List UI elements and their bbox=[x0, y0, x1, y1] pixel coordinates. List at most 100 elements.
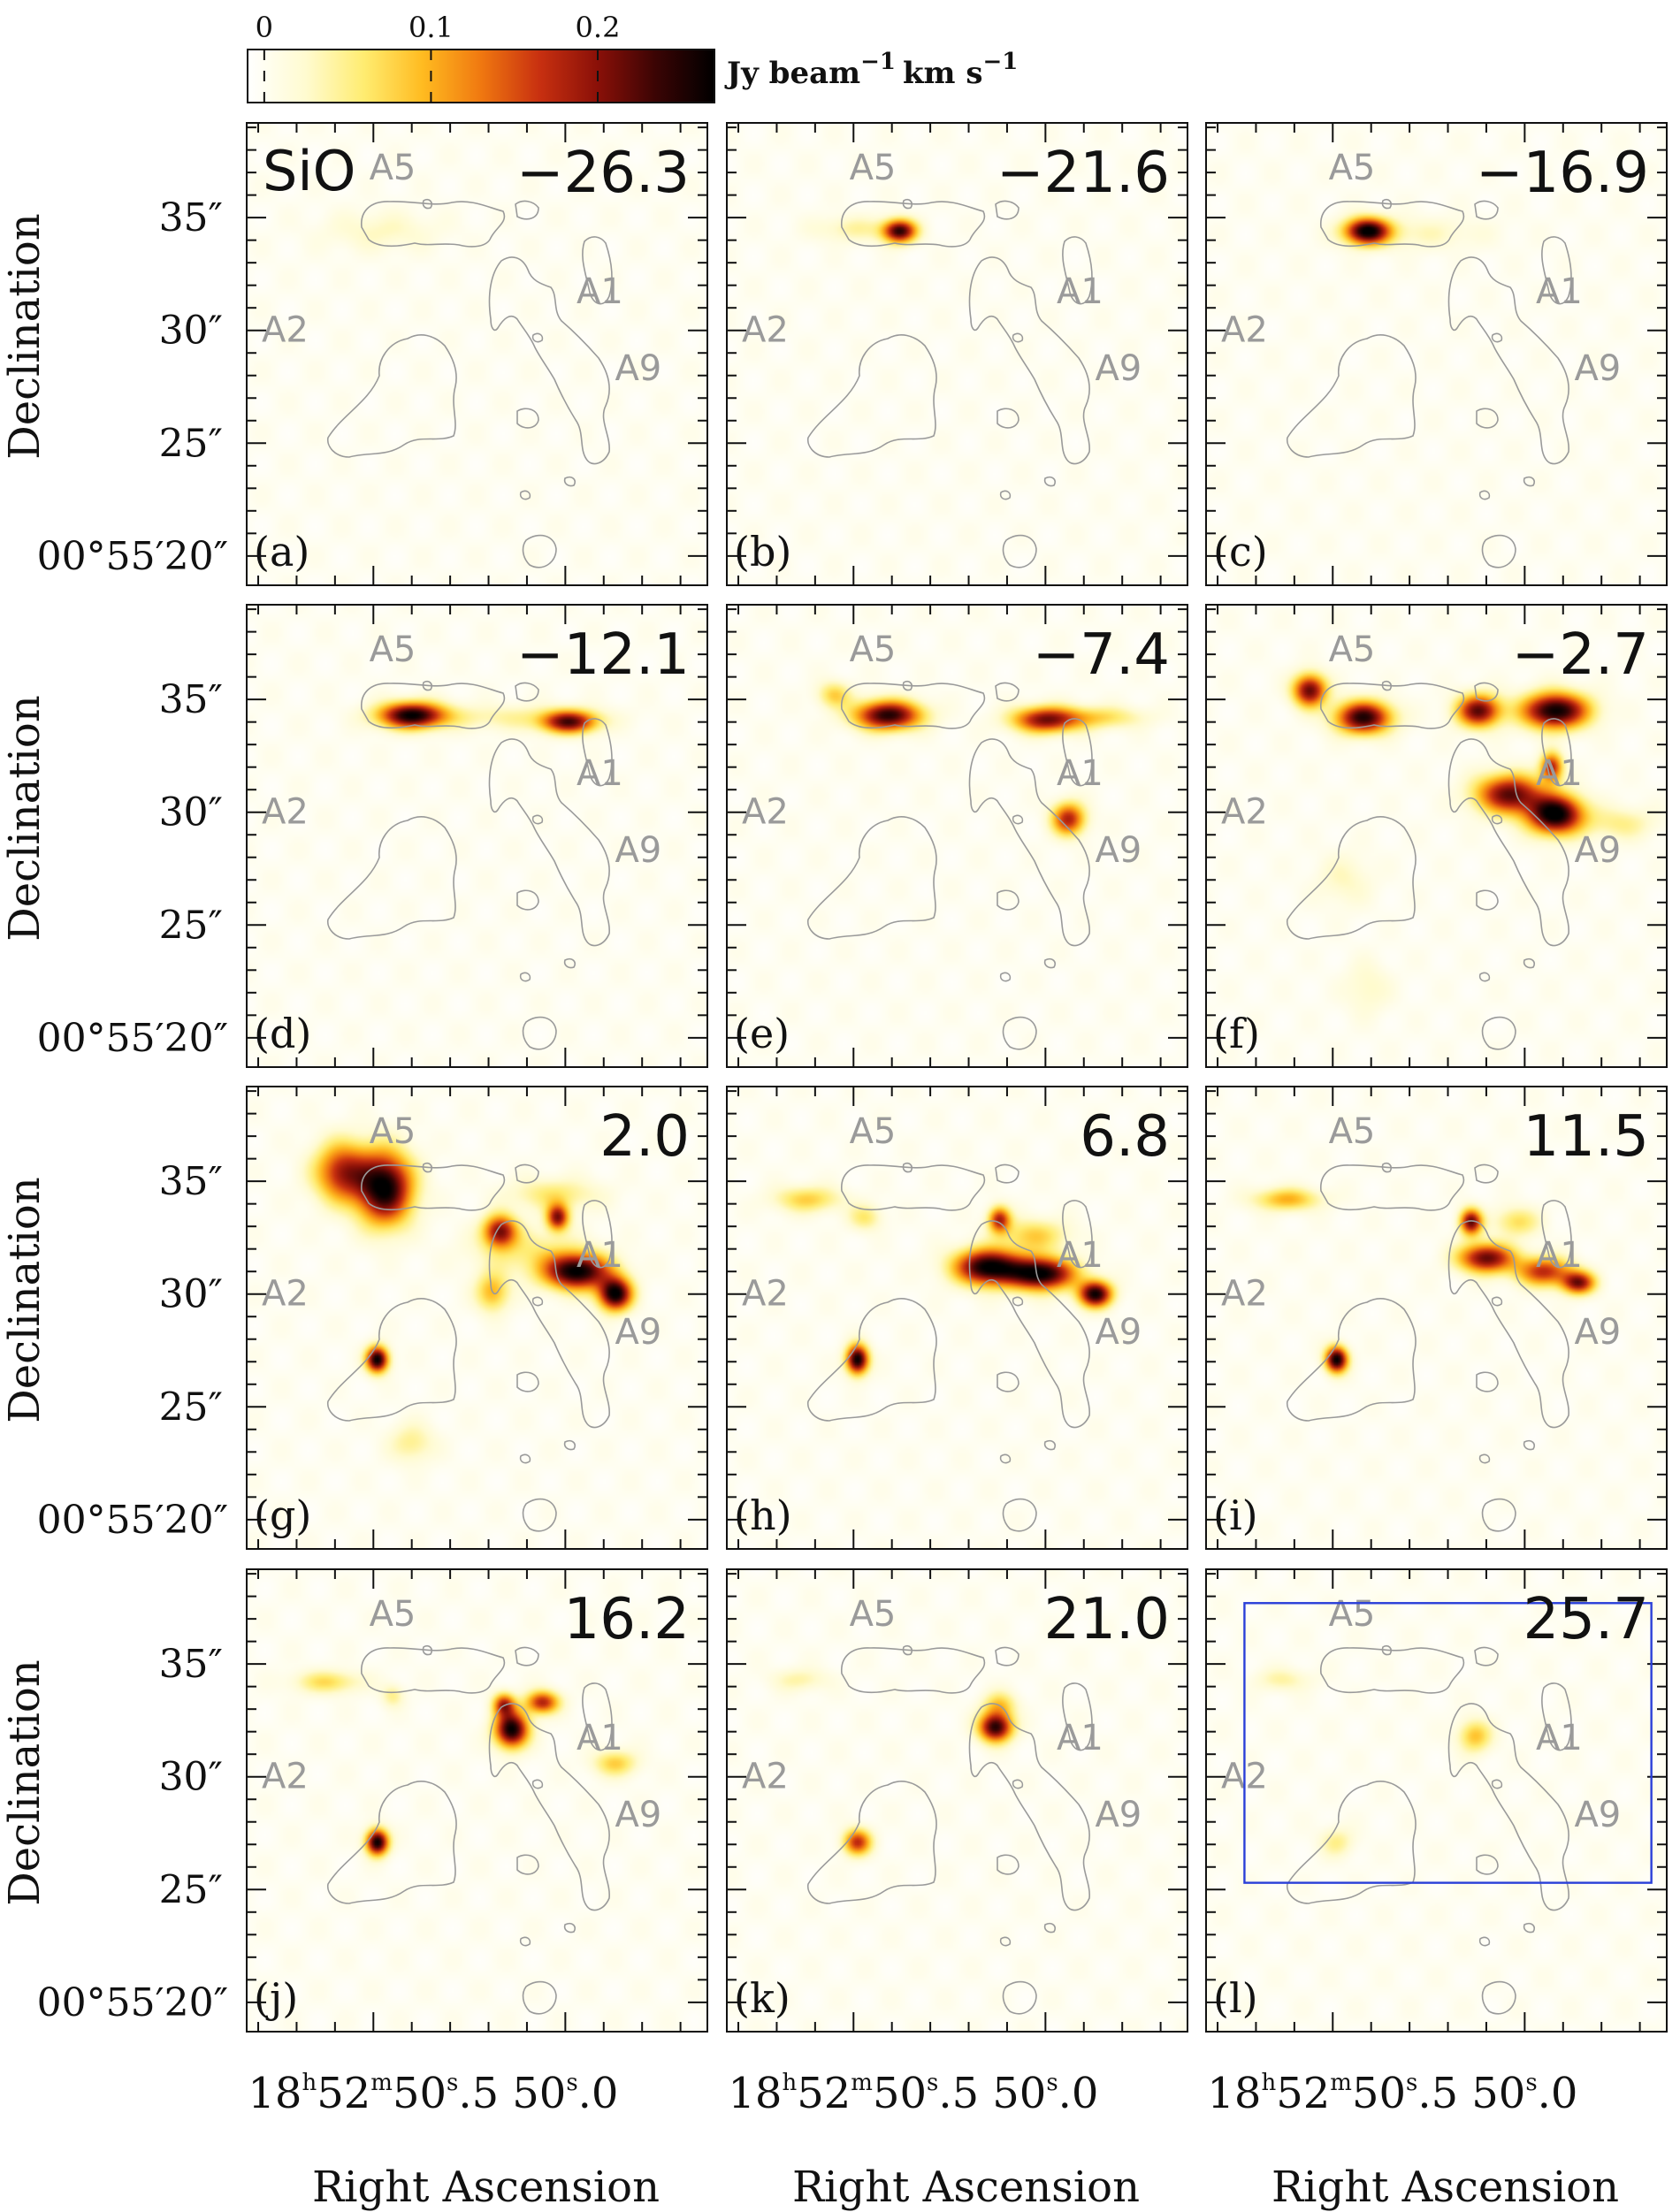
panel-ticks bbox=[1206, 605, 1667, 1067]
sio-emission-map bbox=[1206, 1569, 1667, 2032]
ra-tick-label: 18h52m50s.5 bbox=[248, 2069, 499, 2118]
ra-unit-sup: m bbox=[370, 2070, 393, 2096]
contour-line bbox=[488, 1703, 610, 1911]
region-label: A9 bbox=[1574, 1795, 1621, 1835]
panel-letter: (l) bbox=[1213, 1974, 1258, 2022]
region-label: A1 bbox=[577, 1718, 623, 1758]
region-label: A2 bbox=[1221, 309, 1268, 350]
ra-tick-label: 50s.0 bbox=[512, 2069, 618, 2118]
region-label: A1 bbox=[577, 753, 623, 794]
contour-line bbox=[968, 738, 1090, 947]
ra-unit-sup: h bbox=[782, 2070, 797, 2096]
panel-ticks bbox=[247, 123, 707, 585]
contour-line bbox=[327, 1298, 457, 1422]
contour-line bbox=[563, 1922, 577, 1934]
contour-line bbox=[968, 1703, 1090, 1911]
contour-line bbox=[999, 490, 1012, 500]
ra-value: 52 bbox=[317, 2069, 370, 2118]
panel-frame bbox=[1205, 1568, 1668, 2033]
dust-contours bbox=[1287, 1162, 1572, 1532]
dec-tick-label: 25″ bbox=[159, 421, 223, 466]
dust-contours bbox=[807, 680, 1093, 1050]
region-label: A2 bbox=[262, 1756, 309, 1796]
panel-frame bbox=[1205, 1086, 1668, 1550]
colorbar-tick-label: 0 bbox=[256, 11, 273, 44]
dust-contours bbox=[1287, 198, 1572, 568]
region-label: A2 bbox=[742, 1273, 789, 1314]
contour-line bbox=[1476, 408, 1499, 429]
contour-line bbox=[1012, 1296, 1024, 1307]
dec-tick-label: 00°55′20″ bbox=[37, 1016, 228, 1061]
contour-line bbox=[902, 1162, 913, 1173]
contour-line bbox=[1447, 1220, 1569, 1429]
panel-letter: (f) bbox=[1213, 1010, 1260, 1057]
region-label: A5 bbox=[370, 1111, 416, 1152]
panel-ticks bbox=[727, 123, 1187, 585]
contour-line bbox=[902, 198, 913, 210]
contour-line bbox=[1062, 236, 1093, 305]
region-label: A9 bbox=[615, 348, 661, 389]
region-label: A2 bbox=[1221, 1273, 1268, 1314]
contour-line bbox=[1320, 1647, 1465, 1694]
region-label: A5 bbox=[370, 1594, 416, 1635]
region-label: A9 bbox=[615, 830, 661, 871]
contour-line bbox=[1523, 476, 1536, 487]
contour-line bbox=[807, 334, 937, 458]
region-label: A5 bbox=[1329, 148, 1376, 188]
dust-contours bbox=[327, 1162, 613, 1532]
sio-emission-map bbox=[247, 123, 707, 585]
region-label: A2 bbox=[742, 791, 789, 832]
velocity-label: 25.7 bbox=[1523, 1587, 1650, 1652]
region-label: A2 bbox=[262, 309, 309, 350]
ra-unit-sup: s bbox=[447, 2070, 458, 2096]
ra-unit-sup: h bbox=[1261, 2070, 1276, 2096]
contour-line bbox=[361, 683, 506, 729]
contour-line bbox=[1012, 814, 1024, 825]
region-label: A9 bbox=[1095, 1312, 1142, 1353]
contour-line bbox=[1287, 816, 1417, 940]
colorbar-unit-beam: Jy beam bbox=[724, 56, 860, 91]
sio-emission-map bbox=[727, 1087, 1187, 1549]
contour-line bbox=[999, 972, 1012, 982]
panel-ticks bbox=[247, 605, 707, 1067]
ra-tick-label: 18h52m50s.5 bbox=[728, 2069, 979, 2118]
contour-line bbox=[807, 816, 937, 940]
dust-contours bbox=[1287, 680, 1572, 1050]
ra-unit-sup: s bbox=[1046, 2070, 1058, 2096]
ra-value: .5 bbox=[1417, 2069, 1458, 2118]
contour-line bbox=[563, 476, 577, 487]
contour-line bbox=[1481, 1016, 1516, 1050]
region-label: A9 bbox=[1574, 830, 1621, 871]
contour-line bbox=[968, 256, 1090, 465]
contour-line bbox=[519, 490, 531, 500]
contour-line bbox=[997, 889, 1019, 911]
contour-line bbox=[1478, 972, 1491, 982]
region-label: A2 bbox=[262, 791, 309, 832]
ra-value: .0 bbox=[578, 2069, 619, 2118]
channel-panel: A5 A2 A1 A9 −12.1 (d) bbox=[246, 604, 708, 1068]
contour-line bbox=[531, 1779, 544, 1789]
panel-frame bbox=[1205, 604, 1668, 1068]
contour-line bbox=[1012, 1779, 1024, 1789]
dec-tick-label: 35″ bbox=[159, 1642, 223, 1687]
region-label: A2 bbox=[742, 1756, 789, 1796]
velocity-label: −26.3 bbox=[516, 141, 690, 206]
contour-line bbox=[522, 534, 557, 568]
region-label: A1 bbox=[1536, 1235, 1583, 1276]
panel-frame bbox=[246, 122, 708, 586]
contour-line bbox=[997, 1371, 1019, 1392]
contour-line bbox=[807, 1781, 937, 1904]
panel-letter: (g) bbox=[254, 1491, 311, 1539]
contour-line bbox=[531, 814, 544, 825]
colorbar-tick-label: 0.2 bbox=[576, 11, 621, 44]
sio-emission-map bbox=[247, 605, 707, 1067]
dust-contours bbox=[807, 1162, 1093, 1532]
ra-value: 18 bbox=[728, 2069, 782, 2118]
contour-line bbox=[1491, 1296, 1503, 1307]
dust-contours bbox=[327, 198, 613, 568]
contour-line bbox=[1474, 1646, 1499, 1667]
dec-tick-label: 30″ bbox=[159, 1272, 223, 1317]
contour-line bbox=[488, 256, 610, 465]
contour-line bbox=[995, 200, 1019, 220]
